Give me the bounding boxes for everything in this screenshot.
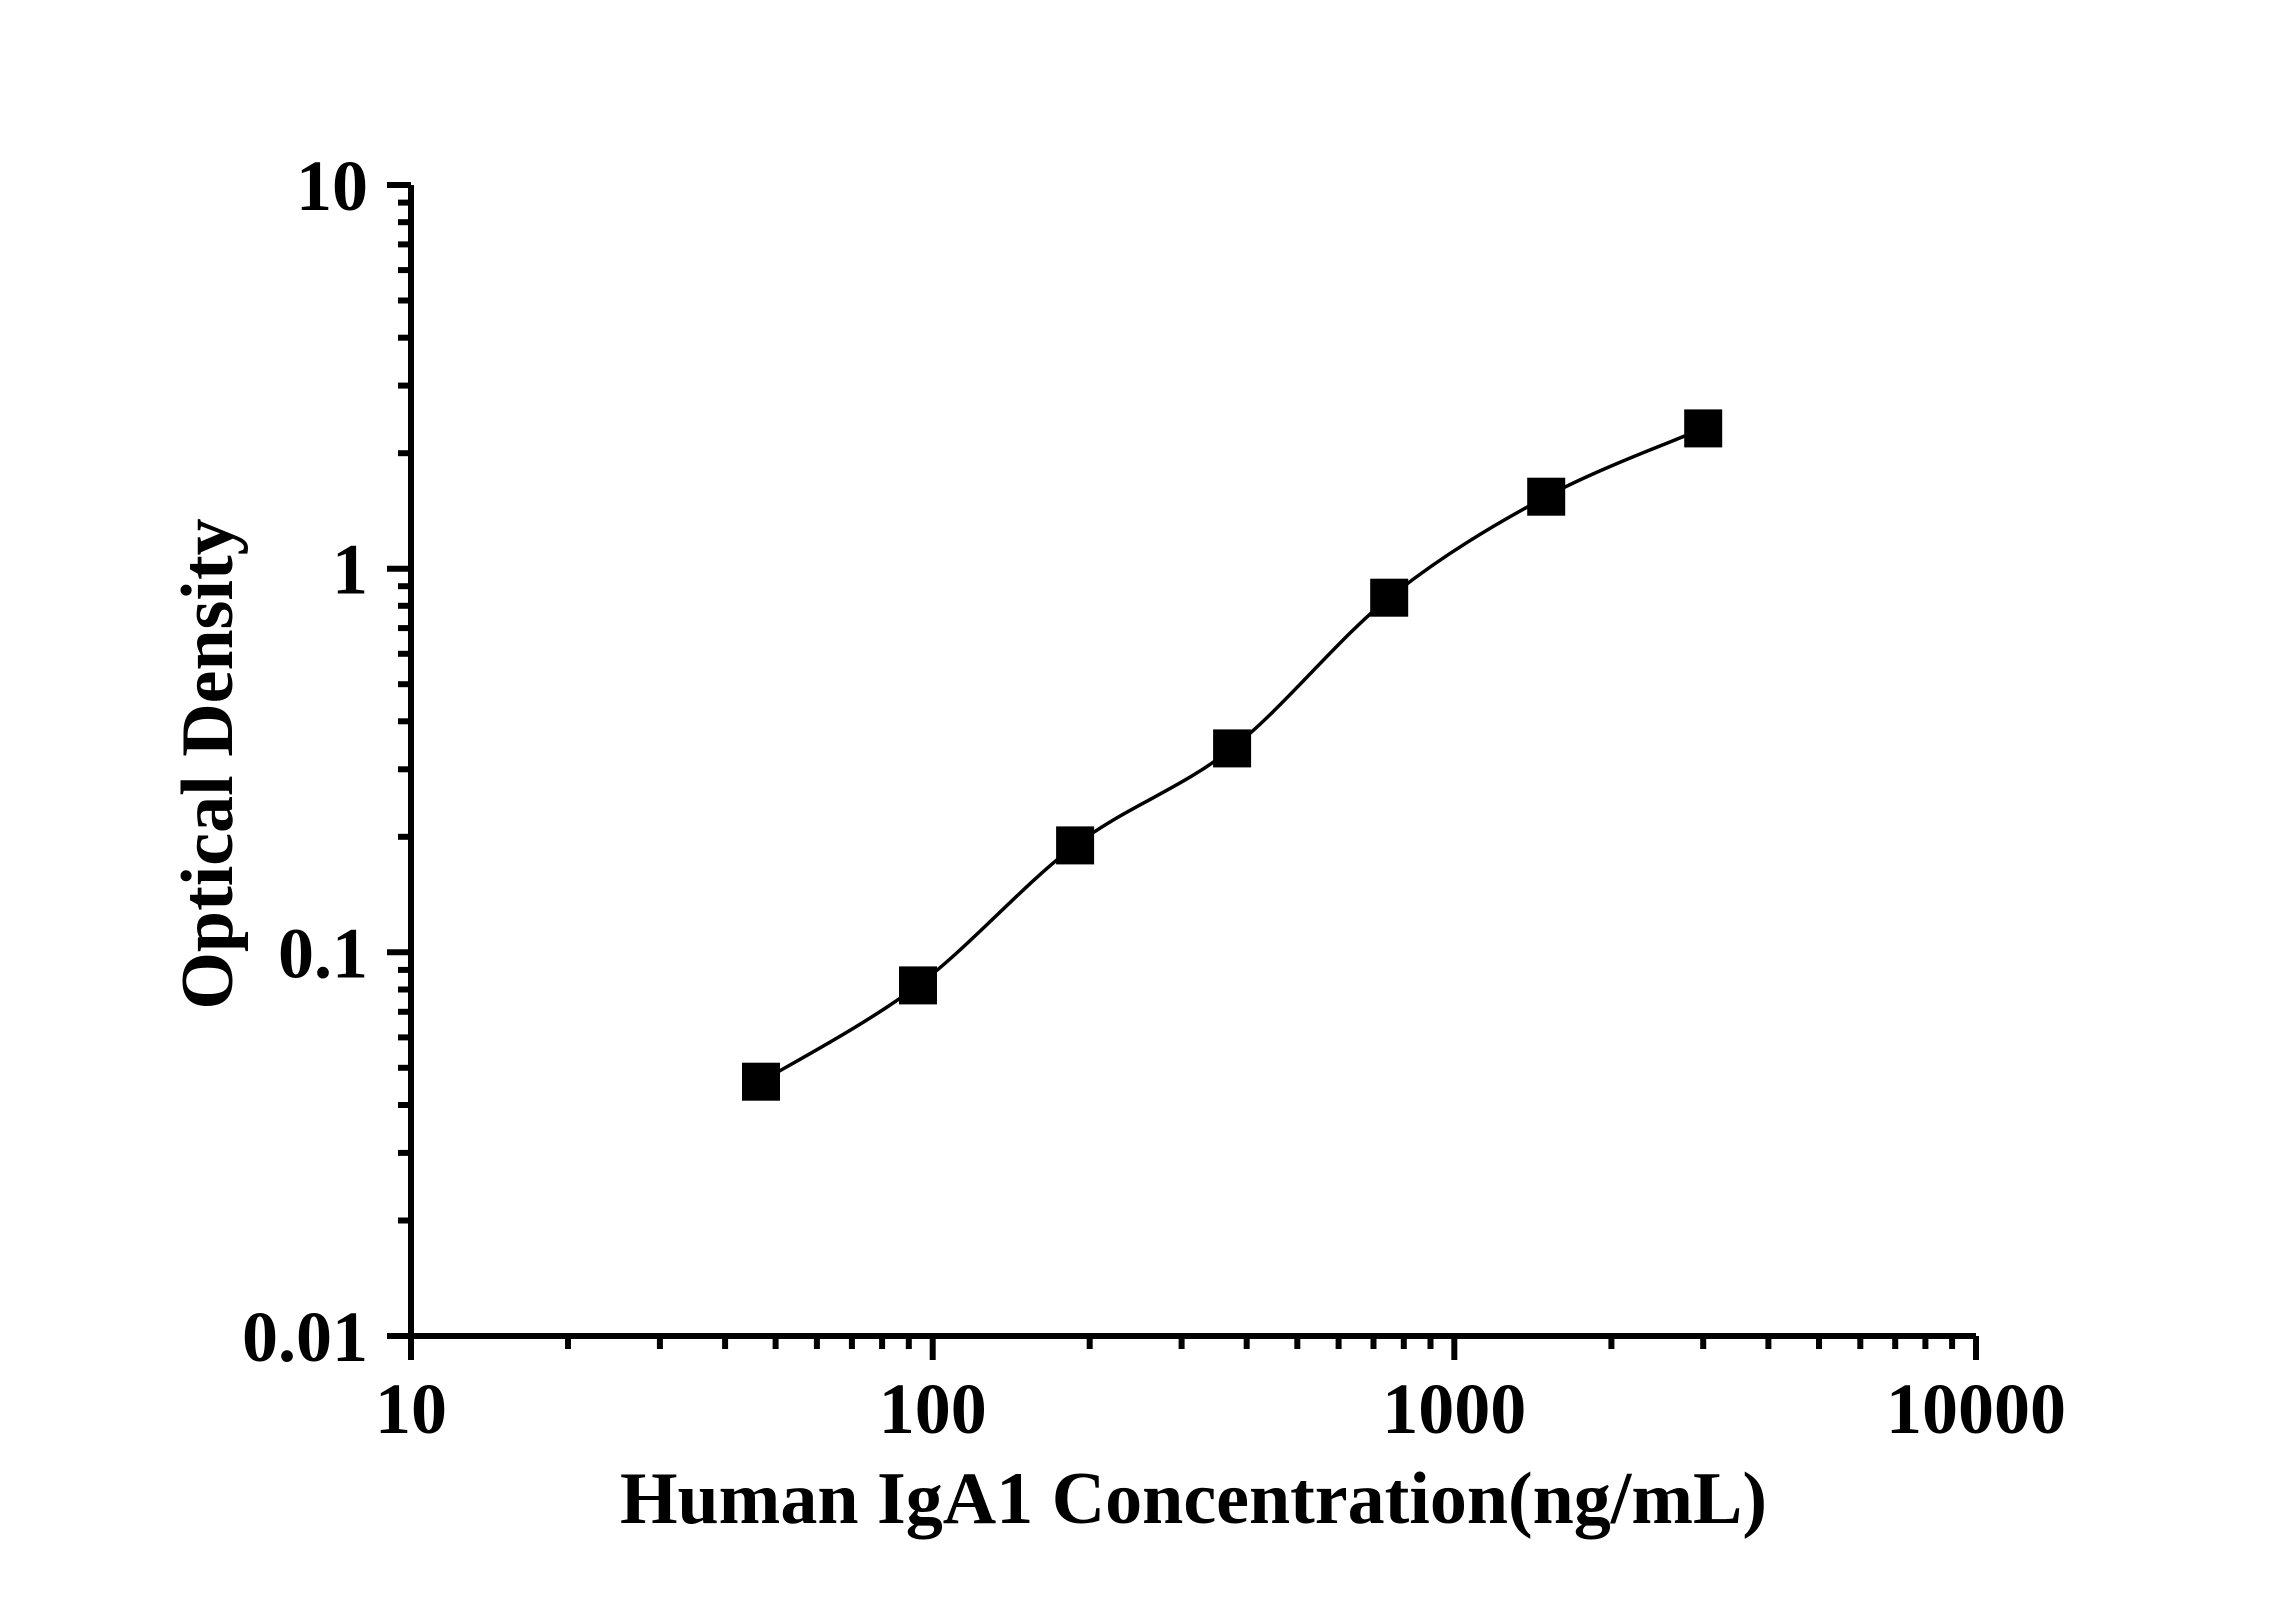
- y-tick-label: 1: [332, 530, 368, 610]
- x-tick-label: 10: [375, 1369, 447, 1449]
- x-tick-label: 100: [879, 1369, 987, 1449]
- y-tick-label: 0.01: [242, 1297, 368, 1377]
- x-tick-label: 10000: [1886, 1369, 2066, 1449]
- x-axis-title: Human IgA1 Concentration(ng/mL): [619, 1458, 1768, 1540]
- y-tick-label: 10: [296, 146, 368, 226]
- data-point-marker: [1684, 409, 1723, 448]
- data-point-marker: [1370, 578, 1409, 617]
- y-tick-label: 0.1: [278, 913, 368, 993]
- data-point-marker: [1213, 729, 1252, 768]
- data-point-marker: [742, 1062, 780, 1101]
- data-point-marker: [1527, 477, 1566, 516]
- x-tick-label: 1000: [1382, 1369, 1526, 1449]
- y-axis-title: Optical Density: [167, 518, 249, 1010]
- data-point-marker: [899, 966, 937, 1005]
- data-point-marker: [1056, 826, 1095, 865]
